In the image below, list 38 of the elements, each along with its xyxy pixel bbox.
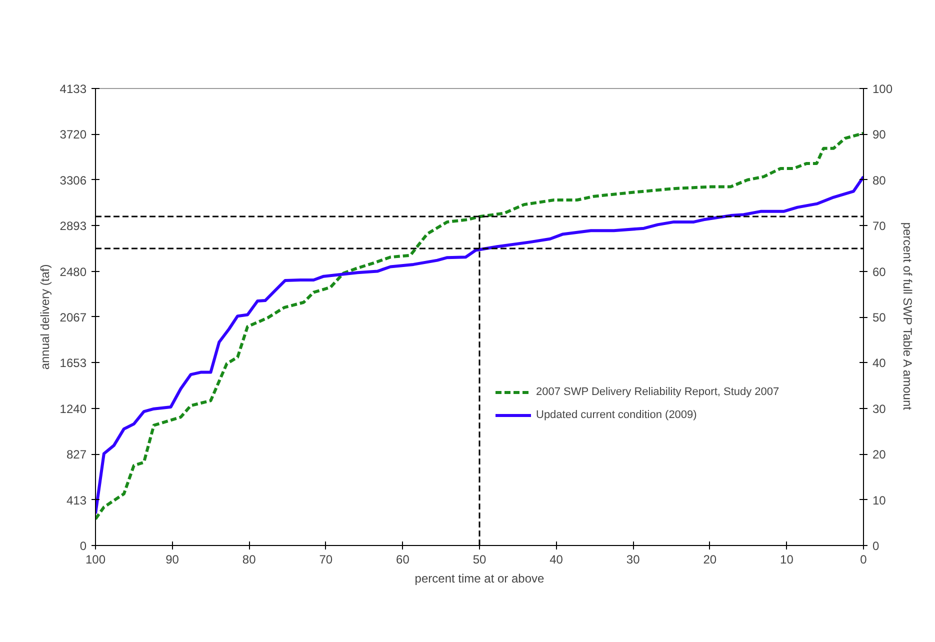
x-tick-label: 30: [626, 552, 640, 566]
x-axis-title: percent time at or above: [414, 572, 545, 586]
x-tick-label: 90: [166, 552, 180, 566]
y2-axis-title: percent of full SWP Table A amount: [900, 222, 915, 411]
y-tick-label: 3306: [60, 173, 87, 188]
y2-tick-label: 50: [872, 310, 886, 324]
y-tick-label: 827: [66, 448, 87, 462]
x-tick-label: 0: [860, 552, 868, 566]
y2-tick-label: 80: [872, 173, 886, 188]
y-tick-label: 1653: [60, 356, 87, 370]
x-tick-label: 60: [396, 552, 410, 566]
y-tick-label: 4133: [60, 82, 87, 96]
y-tick-label: 1240: [60, 402, 87, 416]
legend-label: 2007 SWP Delivery Reliability Report, Study 2007: [536, 386, 780, 398]
y2-tick-label: 20: [872, 448, 886, 462]
y-tick-label: 413: [66, 493, 87, 508]
y2-tick-label: 10: [872, 493, 886, 508]
x-tick-label: 70: [319, 552, 333, 566]
y-tick-label: 2067: [60, 310, 87, 324]
y2-tick-label: 90: [872, 128, 886, 142]
x-tick-label: 40: [550, 552, 564, 566]
y2-tick-label: 0: [872, 539, 880, 553]
y-tick-label: 2893: [60, 219, 87, 234]
x-tick-label: 80: [242, 552, 256, 566]
y-tick-label: 3720: [60, 128, 87, 142]
x-tick-label: 20: [703, 552, 717, 566]
y-tick-label: 0: [80, 539, 87, 553]
x-tick-label: 10: [780, 552, 794, 566]
y-axis-title: annual delivery (taf): [38, 264, 52, 370]
y2-tick-label: 30: [872, 402, 886, 416]
y2-tick-label: 100: [872, 82, 893, 96]
y2-tick-label: 70: [872, 219, 886, 234]
legend-label: Updated current condition (2009): [536, 409, 698, 421]
x-tick-label: 100: [85, 552, 106, 566]
x-tick-label: 50: [472, 552, 486, 566]
y2-tick-label: 60: [872, 264, 886, 279]
y2-tick-label: 40: [872, 356, 886, 370]
y-tick-label: 2480: [60, 264, 87, 279]
